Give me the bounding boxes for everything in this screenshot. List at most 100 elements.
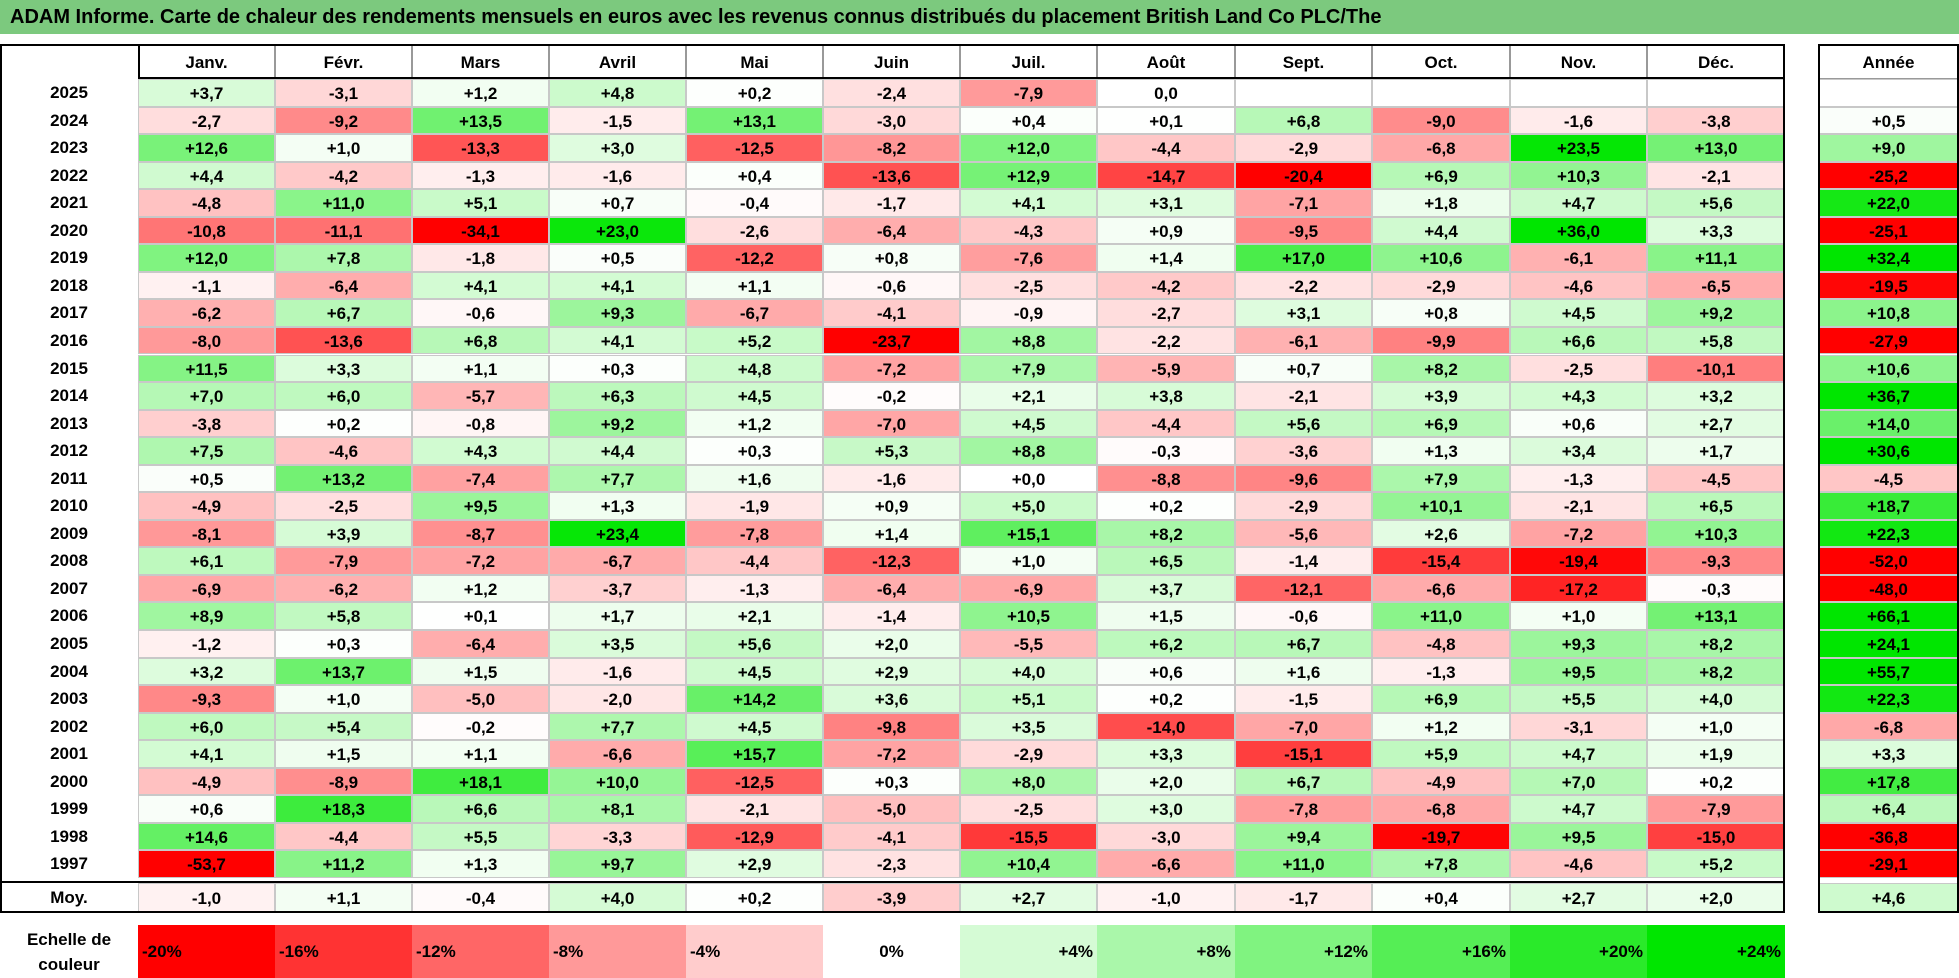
heatmap-cell: -3,1 bbox=[275, 79, 412, 107]
heatmap-cell: -0,6 bbox=[412, 299, 549, 327]
year-total-cell: +22,3 bbox=[1818, 685, 1959, 713]
column-header: Févr. bbox=[275, 44, 412, 79]
heatmap-cell: -2,0 bbox=[549, 685, 686, 713]
heatmap-cell: -0,6 bbox=[1235, 602, 1372, 630]
heatmap-cell: -7,2 bbox=[823, 740, 960, 768]
year-total-cell: +22,0 bbox=[1818, 189, 1959, 217]
heatmap-cell: +0,8 bbox=[1372, 299, 1510, 327]
heatmap-cell: +0,3 bbox=[823, 767, 960, 796]
heatmap-cell: +2,9 bbox=[823, 657, 960, 686]
year-total-cell: +0,5 bbox=[1818, 106, 1959, 135]
heatmap-cell: +4,7 bbox=[1510, 795, 1647, 823]
heatmap-cell: +4,8 bbox=[686, 354, 823, 383]
heatmap-cell: +4,1 bbox=[549, 271, 686, 300]
heatmap-cell: +0,2 bbox=[1097, 492, 1235, 520]
heatmap-cell: -1,6 bbox=[549, 657, 686, 686]
year-total-cell: -27,9 bbox=[1818, 326, 1959, 355]
row-label: 1998 bbox=[0, 822, 138, 851]
heatmap-cell: +6,6 bbox=[412, 795, 549, 823]
average-cell: +4,0 bbox=[549, 882, 686, 913]
heatmap-cell: -9,8 bbox=[823, 712, 960, 741]
heatmap-cell: -0,4 bbox=[686, 189, 823, 217]
heatmap-cell: -9,9 bbox=[1372, 326, 1510, 355]
row-label: 2024 bbox=[0, 106, 138, 135]
heatmap-cell: -2,9 bbox=[1372, 271, 1510, 300]
heatmap-cell: +6,7 bbox=[1235, 767, 1372, 796]
heatmap-cell: +4,1 bbox=[549, 326, 686, 355]
row-label: 2013 bbox=[0, 409, 138, 438]
heatmap-cell: +4,3 bbox=[1510, 382, 1647, 410]
legend-swatch: +20% bbox=[1510, 925, 1647, 978]
heatmap-cell: +4,3 bbox=[412, 437, 549, 465]
heatmap-cell: +7,5 bbox=[138, 437, 275, 465]
heatmap-cell: +2,6 bbox=[1372, 519, 1510, 548]
heatmap-cell: +3,5 bbox=[549, 630, 686, 658]
heatmap-cell: +4,5 bbox=[960, 409, 1097, 438]
heatmap-cell: -8,0 bbox=[138, 326, 275, 355]
heatmap-cell: +0,4 bbox=[960, 106, 1097, 135]
heatmap-cell: +2,0 bbox=[823, 630, 960, 658]
heatmap-cell: +13,0 bbox=[1647, 134, 1785, 162]
heatmap-cell: -4,4 bbox=[275, 822, 412, 851]
heatmap-cell: +4,7 bbox=[1510, 740, 1647, 768]
row-label: 2004 bbox=[0, 657, 138, 686]
heatmap-cell: -9,0 bbox=[1372, 106, 1510, 135]
heatmap-cell: -20,4 bbox=[1235, 161, 1372, 190]
heatmap-cell: -5,0 bbox=[412, 685, 549, 713]
heatmap-cell: -9,3 bbox=[138, 685, 275, 713]
heatmap-cell: -1,8 bbox=[412, 244, 549, 272]
heatmap-cell: +5,2 bbox=[686, 326, 823, 355]
heatmap-cell: +6,0 bbox=[138, 712, 275, 741]
column-header: Déc. bbox=[1647, 44, 1785, 79]
heatmap-cell: +8,1 bbox=[549, 795, 686, 823]
heatmap-cell: +1,0 bbox=[275, 685, 412, 713]
heatmap-cell: -12,1 bbox=[1235, 574, 1372, 603]
heatmap-cell: +7,8 bbox=[275, 244, 412, 272]
year-total-cell: +9,0 bbox=[1818, 134, 1959, 162]
heatmap-cell: +23,4 bbox=[549, 519, 686, 548]
heatmap-cell: +10,0 bbox=[549, 767, 686, 796]
heatmap-cell: -7,9 bbox=[275, 547, 412, 575]
heatmap-cell: -2,1 bbox=[1510, 492, 1647, 520]
heatmap-cell: -6,4 bbox=[275, 271, 412, 300]
heatmap-cell: -3,0 bbox=[823, 106, 960, 135]
column-header: Nov. bbox=[1510, 44, 1647, 79]
heatmap-cell: -15,5 bbox=[960, 822, 1097, 851]
heatmap-cell: -13,3 bbox=[412, 134, 549, 162]
average-cell: -1,0 bbox=[1097, 882, 1235, 913]
heatmap-cell: +3,9 bbox=[1372, 382, 1510, 410]
heatmap-cell: -3,3 bbox=[549, 822, 686, 851]
heatmap-cell: -1,6 bbox=[1510, 106, 1647, 135]
heatmap-cell: +1,2 bbox=[412, 79, 549, 107]
heatmap-cell: +1,7 bbox=[549, 602, 686, 630]
year-total-cell: +17,8 bbox=[1818, 767, 1959, 796]
year-total-cell: +3,3 bbox=[1818, 740, 1959, 768]
heatmap-cell: +8,2 bbox=[1647, 630, 1785, 658]
average-label: Moy. bbox=[0, 882, 138, 913]
heatmap-cell: -7,0 bbox=[1235, 712, 1372, 741]
heatmap-cell: -3,8 bbox=[1647, 106, 1785, 135]
legend-swatch: +12% bbox=[1235, 925, 1372, 978]
heatmap-cell: -12,5 bbox=[686, 767, 823, 796]
heatmap-cell: -14,7 bbox=[1097, 161, 1235, 190]
heatmap-cell: +1,5 bbox=[275, 740, 412, 768]
heatmap-cell: -4,9 bbox=[138, 767, 275, 796]
heatmap-cell: +1,2 bbox=[686, 409, 823, 438]
heatmap-cell: -12,9 bbox=[686, 822, 823, 851]
heatmap-cell: -2,1 bbox=[1647, 161, 1785, 190]
heatmap-cell: +10,6 bbox=[1372, 244, 1510, 272]
heatmap-cell: +1,6 bbox=[686, 464, 823, 493]
heatmap-cell: +0,7 bbox=[549, 189, 686, 217]
heatmap-cell: +4,1 bbox=[138, 740, 275, 768]
heatmap-cell: +1,4 bbox=[823, 519, 960, 548]
heatmap-cell: +6,6 bbox=[1510, 326, 1647, 355]
heatmap-cell: -1,2 bbox=[138, 630, 275, 658]
heatmap-cell: -12,2 bbox=[686, 244, 823, 272]
heatmap-cell: +14,6 bbox=[138, 822, 275, 851]
heatmap-cell bbox=[1235, 79, 1372, 107]
legend-swatch: -8% bbox=[549, 925, 686, 978]
year-total-cell: -52,0 bbox=[1818, 547, 1959, 575]
heatmap-cell: +3,6 bbox=[823, 685, 960, 713]
heatmap-cell: +6,3 bbox=[549, 382, 686, 410]
year-total-cell: +66,1 bbox=[1818, 602, 1959, 630]
